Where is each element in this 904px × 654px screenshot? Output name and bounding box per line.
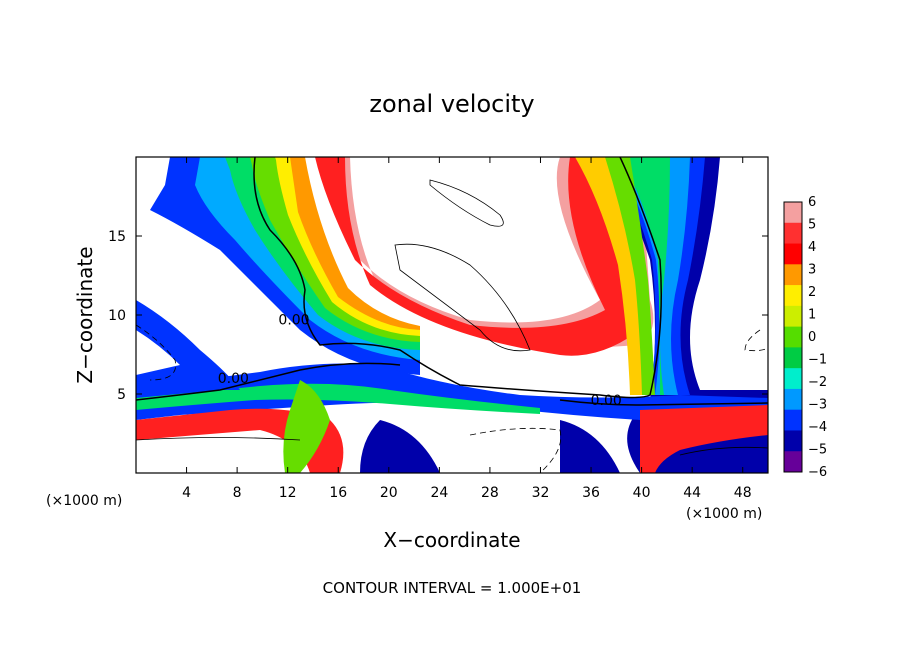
colorbar-swatch	[784, 285, 802, 307]
colorbar-label: −3	[808, 398, 827, 413]
zero-contour-lines	[136, 157, 768, 406]
chart-title: zonal velocity	[369, 90, 534, 118]
colorbar-label: −2	[808, 375, 827, 390]
contour-label: 0.00	[278, 312, 309, 328]
x-unit-label-left: (×1000 m)	[46, 493, 122, 509]
colorbar-swatch	[784, 430, 802, 452]
x-tick-label: 20	[380, 485, 398, 501]
colorbar-swatch	[784, 451, 802, 473]
thin-contour-lines	[136, 179, 768, 456]
contour-labels: 0.00 0.00 0.00	[218, 312, 622, 409]
velocity-field	[136, 157, 768, 473]
colorbar-frame	[783, 201, 803, 473]
colorbar-swatch	[784, 368, 802, 390]
x-tick-label: 32	[532, 485, 550, 501]
contour-interval-text: CONTOUR INTERVAL = 1.000E+01	[323, 579, 582, 597]
x-unit-label-right: (×1000 m)	[686, 506, 762, 522]
x-axis-label: X−coordinate	[383, 528, 520, 552]
colorbar-label: −5	[808, 443, 827, 458]
y-tick-label: 15	[108, 229, 126, 245]
colorbar-swatch	[784, 326, 802, 348]
colorbar-swatch	[784, 222, 802, 245]
colorbar-swatch	[784, 264, 802, 286]
x-tick-label: 44	[683, 485, 701, 501]
colorbar-swatch	[784, 388, 802, 411]
x-axis-ticks: 4 8 12 16 20 24 28 32 36 40 44 48	[182, 157, 752, 501]
x-tick-label: 28	[481, 485, 499, 501]
colorbar-label: 3	[808, 263, 816, 278]
colorbar-label: 5	[808, 218, 816, 233]
x-tick-label: 12	[279, 485, 297, 501]
colorbar-label: −1	[808, 353, 827, 368]
colorbar: 6 5 4 3 2 1 0 −1 −2 −3 −4 −5 −6	[783, 195, 827, 480]
x-tick-label: 40	[633, 485, 651, 501]
contour-label: 0.00	[218, 371, 249, 387]
y-axis-ticks: 5 10 15	[108, 229, 768, 403]
dashed-contour-lines	[136, 324, 768, 473]
colorbar-label: 4	[808, 240, 816, 255]
colorbar-swatch	[784, 305, 802, 328]
x-tick-label: 48	[734, 485, 752, 501]
colorbar-swatch	[784, 409, 802, 431]
contour-label: 0.00	[591, 393, 622, 409]
colorbar-swatch	[784, 202, 802, 224]
colorbar-label: 2	[808, 285, 816, 300]
x-tick-label: 4	[182, 485, 191, 501]
y-tick-label: 5	[117, 387, 126, 403]
colorbar-swatch	[784, 347, 802, 369]
colorbar-label: 0	[808, 330, 816, 345]
colorbar-swatch	[784, 243, 802, 265]
x-tick-label: 8	[233, 485, 242, 501]
x-tick-label: 16	[329, 485, 347, 501]
colorbar-label: −4	[808, 420, 827, 435]
colorbar-label: 1	[808, 308, 816, 323]
y-axis-label: Z−coordinate	[73, 246, 97, 383]
colorbar-label: −6	[808, 465, 827, 480]
x-tick-label: 24	[430, 485, 448, 501]
y-tick-label: 10	[108, 308, 126, 324]
x-tick-label: 36	[582, 485, 600, 501]
colorbar-label: 6	[808, 195, 816, 210]
